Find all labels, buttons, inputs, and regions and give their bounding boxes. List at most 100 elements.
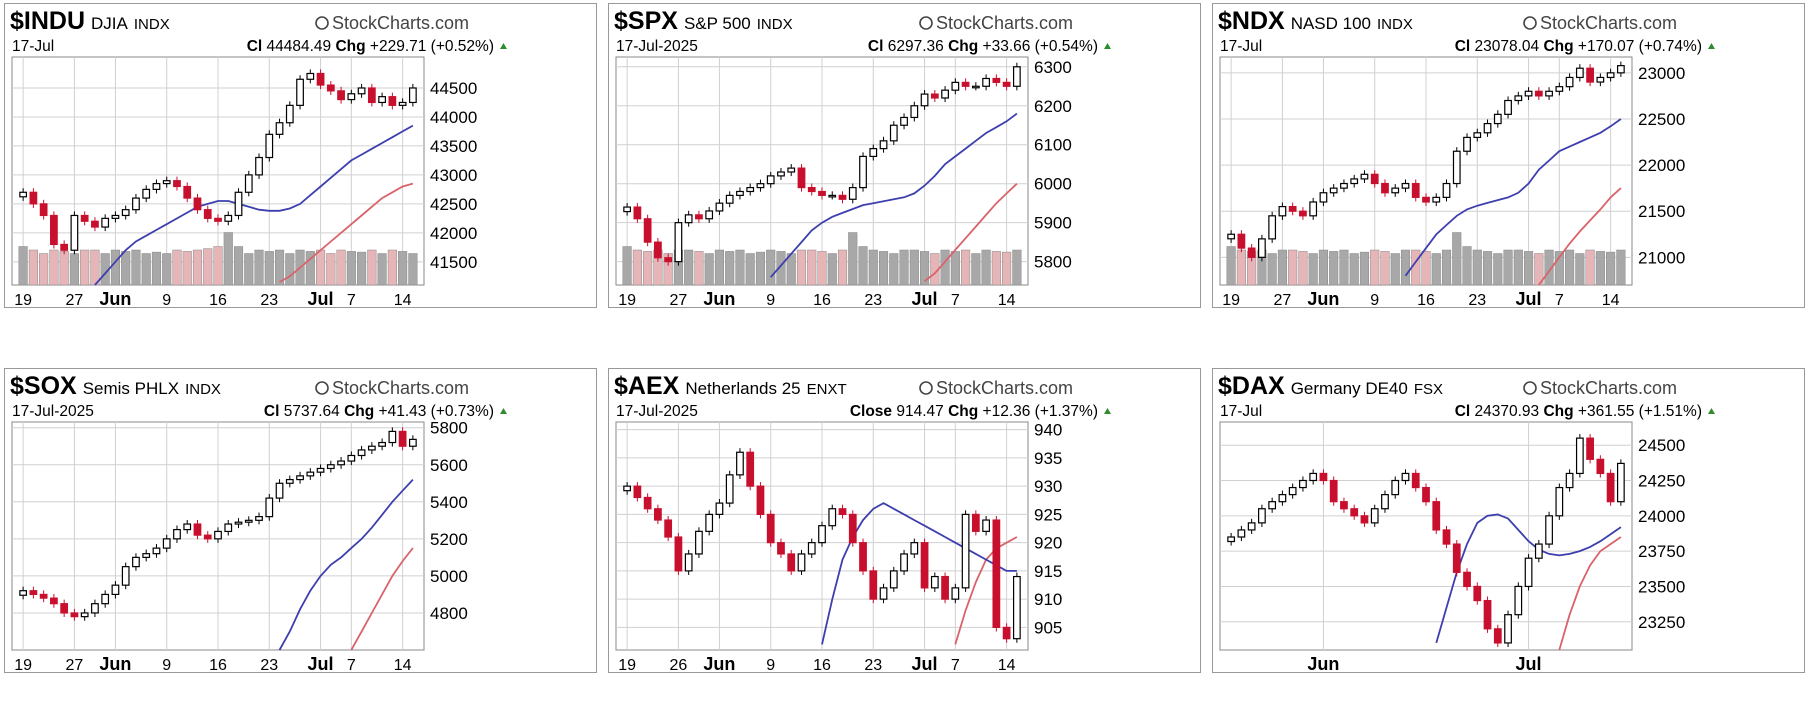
y-tick-label: 44500 [430,79,477,98]
candle-body [623,485,632,492]
candle-body [1616,65,1625,74]
x-tick-label: 19 [618,292,636,309]
volume-bar [1349,253,1359,286]
candle-body [1555,486,1564,517]
volume-bar [1431,253,1441,286]
brand-icon [315,16,329,30]
ma-long-line [1538,187,1622,286]
volume-bar [1595,251,1605,286]
candle-body [203,534,212,540]
date-label: 17-Jul [1220,38,1262,55]
candle-body [1432,501,1441,531]
x-tick-label: Jun [99,289,131,309]
x-tick-label: 19 [14,292,32,309]
date-label: 17-Jul-2025 [616,403,698,420]
candle-body [378,96,386,104]
y-tick-label: 5400 [430,493,468,512]
volume-bar [1524,251,1534,286]
volume-bar [1400,249,1411,286]
y-tick-label: 4800 [430,604,468,623]
candle-body [29,590,38,596]
candle-body [255,156,263,176]
candle-body [224,523,233,533]
volume-bar [694,251,704,286]
candle-body [1227,536,1236,543]
volume-bar [899,249,909,286]
candle-body [132,556,140,568]
candle-body [674,536,683,572]
exchange: INDX [134,16,170,33]
candle-body [1596,76,1605,83]
chart-header: $SPX S&P 500 INDX [614,7,793,35]
chart-header: $NDX NASD 100 INDX [1218,7,1413,35]
candle-body [1237,529,1246,538]
candle-body [736,451,744,476]
candle-body [643,218,652,243]
candle-body [275,122,284,135]
y-tick-label: 6100 [1034,136,1072,155]
candle-body [1258,238,1266,258]
candle-body [1278,494,1287,503]
volume-bar [274,249,285,286]
brand-icon [919,381,933,395]
symbol: $AEX [614,372,680,400]
ma-long-line [1558,536,1622,651]
chart-dax: $DAX Germany DE40 FSX StockCharts.com 17-Jul… [1212,368,1805,674]
candle-body [398,430,407,447]
volume-bar [971,253,981,286]
volume-bar [632,249,642,286]
candle-body [91,603,99,614]
chart-indu: $INDU DJIA INDX StockCharts.com 17-Jul Cl 444… [4,3,597,309]
volume-bar [80,249,90,286]
candle-body [859,542,867,572]
y-tick-label: 5000 [430,567,468,586]
volume-bar [162,253,172,286]
x-tick-label: 14 [998,657,1016,674]
candle-body [162,538,171,549]
symbol: $SPX [614,7,678,35]
candle-body [111,214,120,219]
volume-bar [807,249,817,286]
candle-body [1524,557,1533,588]
candle-body [316,467,325,473]
x-tick-label: 19 [618,657,636,674]
x-tick-label: 27 [66,657,84,674]
volume-bar [1380,251,1390,286]
volume-bar [961,249,971,286]
volume-bar [49,249,59,286]
candle-body [121,209,130,217]
volume-bar [223,232,233,286]
candle-body [705,513,714,532]
volume-bar [817,251,827,286]
candle-body [941,89,949,99]
up-arrow-icon [1104,408,1111,414]
candle-body [1319,472,1328,482]
candle-body [664,519,673,538]
date-label: 17-Jul-2025 [616,38,698,55]
volume-bar [233,246,244,286]
volume-bar [940,249,950,286]
y-tick-label: 5900 [1034,214,1072,233]
candle-body [818,190,826,196]
volume-bar [28,249,38,286]
exchange: FSX [1414,381,1443,398]
candle-body [1452,543,1461,573]
y-tick-label: 6200 [1034,97,1072,116]
volume-bar [1616,249,1626,286]
chart-header: $INDU DJIA INDX [10,7,170,35]
chart-aex: $AEX Netherlands 25 ENXT StockCharts.com 17-… [608,368,1201,674]
candle-body [828,508,837,527]
volume-bar [305,251,315,286]
candle-body [838,194,847,200]
candle-body [746,451,755,487]
x-tick-label: 14 [394,657,412,674]
candle-body [838,508,847,516]
volume-bar [1002,251,1012,286]
x-tick-label: 16 [813,292,831,309]
x-tick-label: Jun [703,654,735,674]
candle-body [183,523,192,531]
x-tick-label: Jul [308,289,334,309]
volume-bar [1339,249,1349,286]
volume-bar [357,251,367,286]
candle-body [142,188,151,199]
